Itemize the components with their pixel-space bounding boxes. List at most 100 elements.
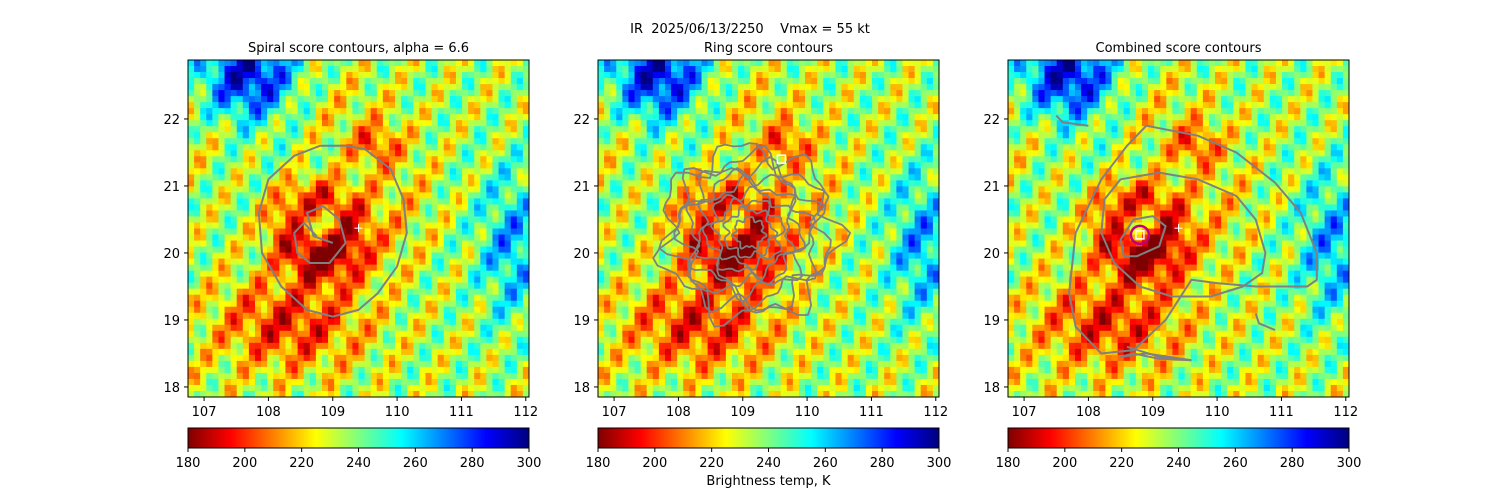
heatmap-cell: [382, 312, 390, 320]
heatmap-cell: [388, 222, 396, 230]
heatmap-cell: [664, 84, 672, 91]
heatmap-cell: [206, 366, 213, 374]
heatmap-cell: [224, 282, 232, 290]
heatmap-cell: [865, 210, 873, 218]
heatmap-cell: [407, 78, 414, 85]
heatmap-cell: [640, 132, 648, 139]
heatmap-cell: [388, 126, 396, 133]
heatmap-cell: [285, 342, 293, 350]
heatmap-cell: [823, 114, 830, 121]
heatmap-cell: [254, 102, 262, 109]
heatmap-cell: [455, 162, 463, 169]
heatmap-cell: [382, 264, 390, 272]
heatmap-cell: [230, 168, 238, 175]
heatmap-cell: [309, 222, 317, 230]
heatmap-cell: [719, 186, 727, 193]
heatmap-cell: [206, 318, 213, 326]
heatmap-cell: [352, 78, 360, 85]
heatmap-cell: [853, 120, 861, 127]
heatmap-cell: [200, 162, 207, 169]
heatmap-cell: [835, 144, 843, 151]
heatmap-cell: [859, 216, 867, 224]
heatmap-cell: [388, 192, 396, 200]
heatmap-cell: [823, 246, 830, 254]
heatmap-cell: [805, 222, 812, 230]
heatmap-cell: [194, 66, 201, 73]
heatmap-cell: [792, 162, 800, 169]
heatmap-cell: [510, 150, 518, 157]
heatmap-cell: [413, 318, 420, 326]
heatmap-cell: [774, 246, 782, 254]
heatmap-cell: [522, 198, 529, 206]
heatmap-cell: [267, 378, 274, 386]
heatmap-cell: [370, 288, 378, 296]
heatmap-cell: [352, 384, 360, 392]
heatmap-cell: [321, 66, 329, 73]
heatmap-cell: [315, 114, 323, 121]
heatmap-cell: [750, 66, 757, 73]
heatmap-cell: [823, 150, 830, 157]
heatmap-cell: [297, 282, 305, 290]
heatmap-cell: [486, 342, 494, 350]
heatmap-cell: [321, 342, 329, 350]
heatmap-cell: [315, 354, 323, 362]
heatmap-cell: [261, 198, 268, 206]
heatmap-cell: [498, 126, 506, 133]
heatmap-cell: [914, 240, 922, 248]
heatmap-cell: [425, 384, 433, 392]
heatmap-cell: [401, 318, 408, 326]
heatmap-cell: [242, 60, 250, 67]
heatmap-cell: [188, 150, 195, 157]
heatmap-cell: [303, 66, 311, 73]
heatmap-cell: [279, 390, 287, 397]
heatmap-cell: [598, 162, 605, 169]
heatmap-cell: [321, 384, 329, 392]
heatmap-cell: [768, 78, 776, 85]
heatmap-cell: [786, 234, 794, 242]
heatmap-cell: [419, 192, 427, 200]
heatmap-cell: [273, 66, 280, 73]
heatmap-cell: [689, 138, 697, 145]
heatmap-cell: [878, 198, 885, 206]
heatmap-cell: [407, 174, 414, 181]
heatmap-cell: [291, 198, 299, 206]
heatmap-cell: [890, 120, 897, 127]
heatmap-cell: [480, 366, 487, 374]
heatmap-cell: [315, 216, 323, 224]
heatmap-cell: [188, 366, 195, 374]
heatmap-cell: [835, 138, 843, 145]
heatmap-cell: [658, 90, 666, 97]
heatmap-cell: [616, 246, 623, 254]
heatmap-cell: [230, 366, 238, 374]
heatmap-cell: [884, 222, 891, 230]
heatmap-cell: [817, 90, 824, 97]
heatmap-cell: [622, 108, 630, 115]
heatmap-cell: [309, 252, 317, 260]
heatmap-cell: [932, 60, 939, 67]
heatmap-cell: [431, 108, 439, 115]
heatmap-cell: [798, 102, 806, 109]
heatmap-cell: [309, 126, 317, 133]
heatmap-cell: [248, 384, 256, 392]
heatmap-cell: [248, 210, 256, 218]
heatmap-cell: [297, 162, 305, 169]
heatmap-cell: [267, 384, 274, 392]
heatmap-cell: [713, 120, 721, 127]
heatmap-cell: [504, 72, 512, 79]
heatmap-cell: [449, 216, 457, 224]
heatmap-cell: [395, 264, 402, 272]
heatmap-cell: [437, 282, 445, 290]
heatmap-cell: [279, 216, 287, 224]
heatmap-cell: [370, 270, 378, 278]
heatmap-cell: [188, 102, 195, 109]
heatmap-cell: [254, 324, 262, 332]
heatmap-cell: [352, 348, 360, 356]
heatmap-cell: [340, 60, 347, 67]
heatmap-cell: [468, 342, 475, 350]
heatmap-cell: [285, 198, 293, 206]
heatmap-cell: [598, 240, 605, 248]
heatmap-cell: [462, 378, 469, 386]
heatmap-cell: [677, 84, 684, 91]
heatmap-cell: [878, 240, 885, 248]
heatmap-cell: [774, 216, 782, 224]
